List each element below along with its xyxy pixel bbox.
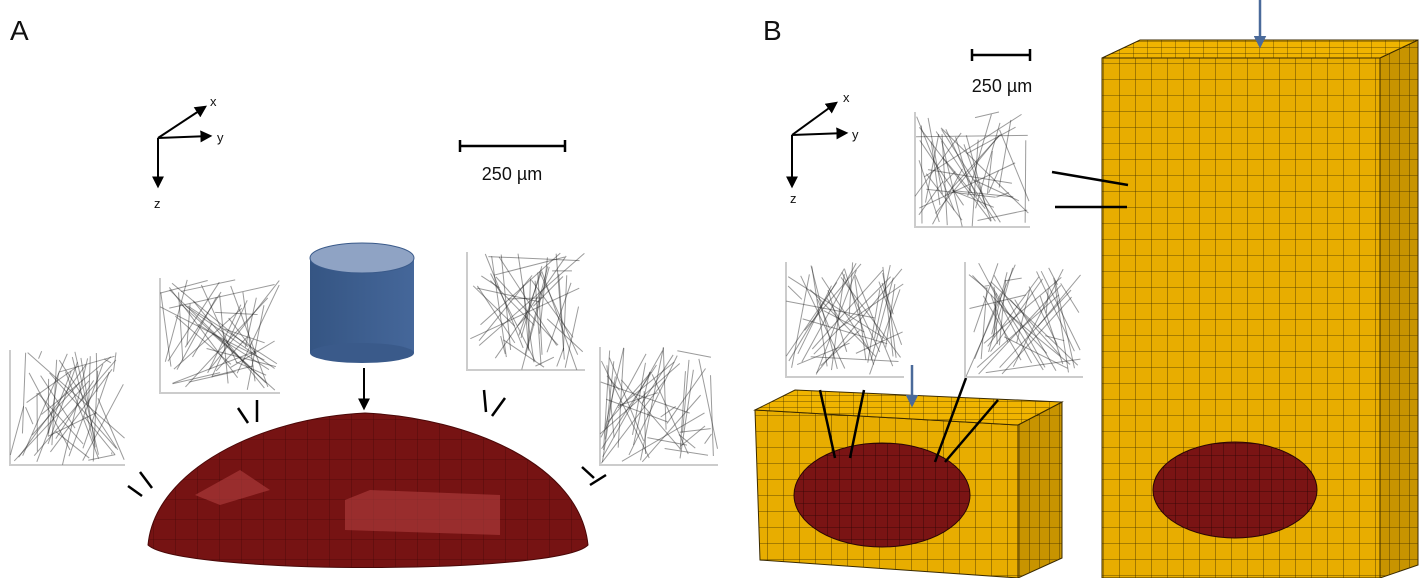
small-block — [755, 390, 1062, 578]
axis-label: x — [210, 94, 217, 109]
large-block — [1102, 40, 1418, 578]
panel-label: B — [763, 15, 782, 46]
scale-bar — [972, 49, 1030, 61]
fiber-box — [965, 262, 1083, 377]
panel-label: A — [10, 15, 29, 46]
fiber-box — [467, 252, 585, 370]
axis-label: x — [843, 90, 850, 105]
figure: A x y z 250 µm B 250 µm x y z — [0, 0, 1424, 578]
fiber-box — [786, 262, 904, 377]
axis-label: z — [154, 196, 161, 211]
fiber-box — [160, 278, 280, 393]
fiber-box — [600, 347, 718, 465]
axis-label: y — [852, 127, 859, 142]
fiber-box — [10, 350, 125, 465]
scale-bar — [460, 140, 565, 152]
axis-label: y — [217, 130, 224, 145]
scale-label: 250 µm — [482, 164, 542, 184]
fiber-box — [915, 112, 1030, 227]
axis-triad — [792, 103, 846, 186]
cylinder — [310, 243, 414, 363]
axis-label: z — [790, 191, 797, 206]
axis-triad — [158, 107, 210, 186]
scale-label: 250 µm — [972, 76, 1032, 96]
